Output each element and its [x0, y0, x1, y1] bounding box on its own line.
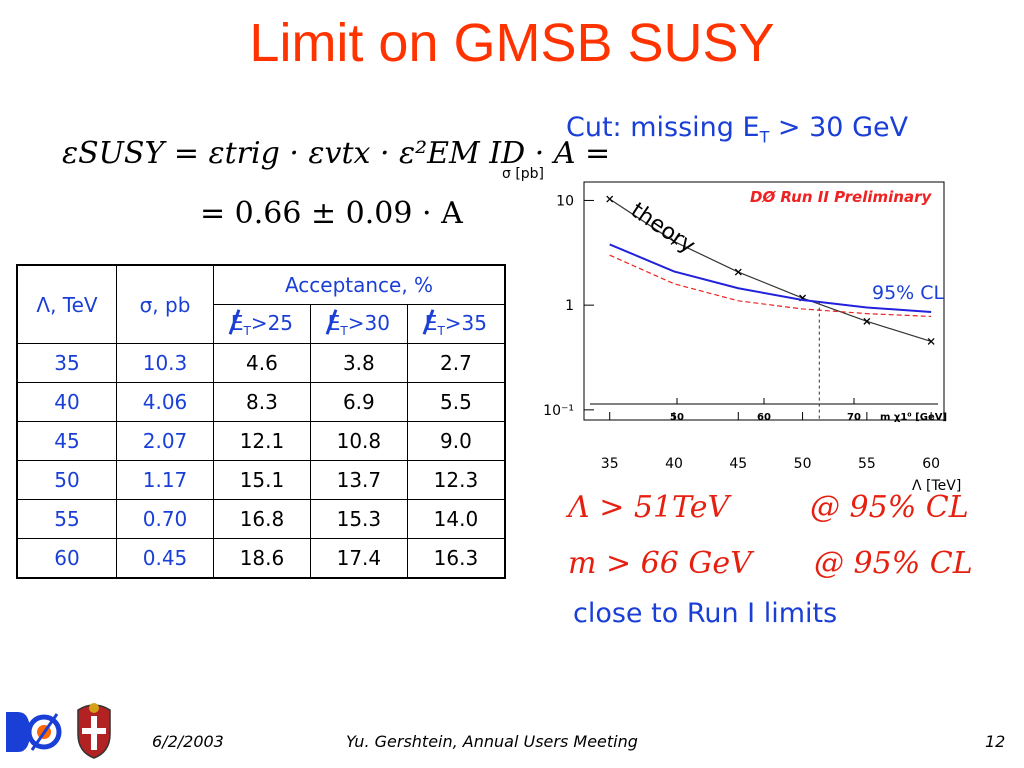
x-tick-label: 55 [858, 456, 876, 472]
x-tick-label: 60 [922, 456, 940, 472]
theory-point [734, 268, 742, 276]
y-tick-label: 10 [556, 193, 574, 209]
mass-tick-label: 60 [757, 412, 771, 423]
theory-point [927, 337, 935, 345]
cell-acceptance: 9.0 [406, 421, 506, 461]
mass-tick-label: 50 [670, 412, 684, 423]
mass-tick-label: 70 [847, 412, 861, 423]
header-met25: ET>25 [213, 304, 311, 344]
cell-acceptance: 15.1 [213, 460, 311, 500]
dzero-logo [2, 706, 62, 758]
cell-acceptance: 12.1 [213, 421, 311, 461]
lambda-limit-cl: @ 95% CL [810, 490, 969, 525]
cross-section-plot: DØ Run II Preliminary σ [pb] Λ [TeV] 10 1 10⁻… [502, 166, 961, 494]
lambda-limit: Λ > 51TeV [568, 490, 730, 525]
plot-frame [583, 181, 945, 421]
cell-sigma: 10.3 [116, 343, 214, 383]
mass-limit: m > 66 GeV [568, 546, 752, 581]
cell-acceptance: 17.4 [309, 538, 408, 579]
acceptance-table: Λ, TeV σ, pb Acceptance, % ET>25 ET>30 E… [16, 264, 506, 579]
cell-acceptance: 12.3 [406, 460, 506, 500]
mass-axis-label: m χ1⁰ [GeV] [880, 412, 947, 423]
header-lambda: Λ, TeV [16, 264, 117, 344]
mass-limit-cl: @ 95% CL [814, 546, 973, 581]
chart-title: DØ Run II Preliminary [750, 188, 932, 206]
cell-sigma: 2.07 [116, 421, 214, 461]
series-line [609, 198, 932, 343]
cell-lambda: 40 [16, 382, 117, 422]
cut-description: Cut: missing ET > 30 GeV [566, 112, 909, 147]
cell-lambda: 60 [16, 538, 117, 579]
cell-acceptance: 5.5 [406, 382, 506, 422]
cell-acceptance: 16.8 [213, 499, 311, 539]
theory-point [863, 317, 871, 325]
header-met30: ET>30 [309, 304, 408, 344]
slide-title: Limit on GMSB SUSY [249, 13, 775, 73]
header-met35: ET>35 [406, 304, 506, 344]
cell-acceptance: 14.0 [406, 499, 506, 539]
series-line [609, 243, 932, 314]
cell-acceptance: 10.8 [309, 421, 408, 461]
cell-acceptance: 13.7 [309, 460, 408, 500]
cell-acceptance: 6.9 [309, 382, 408, 422]
y-tick-label: 10⁻¹ [543, 403, 574, 419]
cell-sigma: 1.17 [116, 460, 214, 500]
cell-lambda: 45 [16, 421, 117, 461]
cell-sigma: 0.45 [116, 538, 214, 579]
x-tick-label: 40 [665, 456, 683, 472]
efficiency-formula: εSUSY = εtrig · εvtx · ε²EM ID · A = [62, 136, 611, 171]
cell-sigma: 0.70 [116, 499, 214, 539]
cl-label: 95% CL [872, 282, 945, 304]
university-seal [77, 703, 111, 759]
x-tick-label: 35 [601, 456, 619, 472]
header-acceptance: Acceptance, % [213, 264, 506, 305]
cell-sigma: 4.06 [116, 382, 214, 422]
cell-acceptance: 16.3 [406, 538, 506, 579]
cell-acceptance: 4.6 [213, 343, 311, 383]
comparison-note: close to Run I limits [573, 598, 838, 629]
table-row: 55 0.70 16.8 15.3 14.0 [16, 499, 506, 539]
x-tick-label: 50 [794, 456, 812, 472]
footer-date: 6/2/2003 [152, 732, 224, 751]
table-row: 50 1.17 15.1 13.7 12.3 [16, 460, 506, 500]
footer-page: 12 [985, 732, 1006, 751]
cell-acceptance: 3.8 [309, 343, 408, 383]
cell-acceptance: 18.6 [213, 538, 311, 579]
series-line [609, 254, 932, 318]
x-tick-label: 45 [729, 456, 747, 472]
cell-lambda: 35 [16, 343, 117, 383]
theory-point [606, 195, 614, 203]
footer-author: Yu. Gershtein, Annual Users Meeting [346, 732, 638, 751]
y-tick-label: 1 [565, 298, 574, 314]
cell-acceptance: 2.7 [406, 343, 506, 383]
cell-lambda: 55 [16, 499, 117, 539]
efficiency-value: = 0.66 ± 0.09 · A [200, 196, 463, 231]
cell-acceptance: 8.3 [213, 382, 311, 422]
y-axis-label: σ [pb] [502, 166, 544, 182]
table-row: 60 0.45 18.6 17.4 16.3 [16, 538, 506, 579]
theory-point [670, 237, 678, 245]
table-row: 35 10.3 4.6 3.8 2.7 [16, 343, 506, 383]
header-sigma: σ, pb [116, 264, 214, 344]
cell-acceptance: 15.3 [309, 499, 408, 539]
x-axis-label: Λ [TeV] [912, 478, 961, 494]
table-row: 45 2.07 12.1 10.8 9.0 [16, 421, 506, 461]
cell-lambda: 50 [16, 460, 117, 500]
table-row: 40 4.06 8.3 6.9 5.5 [16, 382, 506, 422]
